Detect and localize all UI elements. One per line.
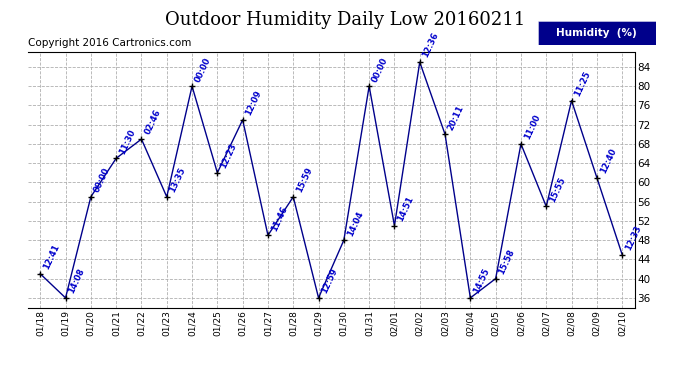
Text: Copyright 2016 Cartronics.com: Copyright 2016 Cartronics.com [28,38,191,48]
Text: 15:59: 15:59 [295,166,314,194]
Text: 13:35: 13:35 [168,166,188,194]
Text: 15:55: 15:55 [548,176,567,204]
Text: 12:59: 12:59 [320,267,339,295]
Text: Humidity  (%): Humidity (%) [556,28,638,38]
Text: 14:51: 14:51 [396,195,415,223]
Text: 12:40: 12:40 [598,147,618,175]
Text: 02:46: 02:46 [143,108,162,136]
Text: 11:46: 11:46 [269,204,289,232]
Text: 00:00: 00:00 [371,56,390,83]
Text: 12:36: 12:36 [421,31,441,59]
Text: 15:58: 15:58 [497,248,517,276]
Text: 00:00: 00:00 [193,56,213,83]
Text: 12:23: 12:23 [219,142,238,170]
Text: 12:41: 12:41 [41,243,61,271]
Text: Outdoor Humidity Daily Low 20160211: Outdoor Humidity Daily Low 20160211 [165,11,525,29]
Text: 12:33: 12:33 [624,224,643,252]
Text: 12:09: 12:09 [244,89,264,117]
Text: 14:04: 14:04 [345,209,365,237]
Text: 00:00: 00:00 [92,166,112,194]
Text: 11:25: 11:25 [573,70,593,98]
Text: 14:08: 14:08 [67,267,86,295]
Text: 11:30: 11:30 [117,128,137,156]
Text: 20:11: 20:11 [446,104,466,132]
Text: 14:55: 14:55 [472,267,491,295]
Text: 11:00: 11:00 [522,113,542,141]
